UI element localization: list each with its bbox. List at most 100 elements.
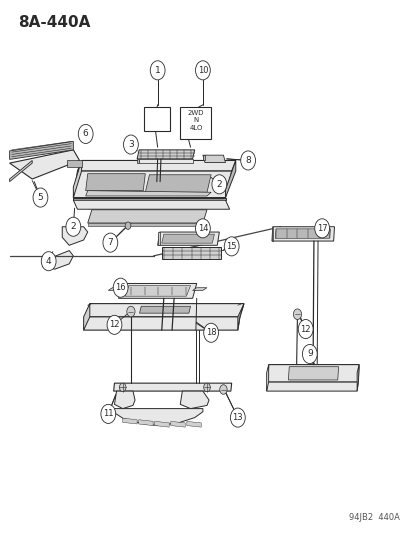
Polygon shape <box>225 160 235 198</box>
Polygon shape <box>144 108 170 131</box>
Polygon shape <box>108 288 122 290</box>
Polygon shape <box>180 108 211 139</box>
Polygon shape <box>88 223 202 225</box>
Circle shape <box>41 252 56 271</box>
Polygon shape <box>73 171 231 198</box>
Polygon shape <box>83 304 90 330</box>
Polygon shape <box>85 304 243 317</box>
Circle shape <box>293 309 301 319</box>
Text: 8: 8 <box>244 156 250 165</box>
Circle shape <box>203 323 218 342</box>
Text: 4LO: 4LO <box>189 125 202 131</box>
Text: 12: 12 <box>300 325 310 334</box>
Polygon shape <box>137 159 139 163</box>
Polygon shape <box>356 365 358 391</box>
Polygon shape <box>77 160 235 171</box>
Polygon shape <box>237 304 243 330</box>
Text: 9: 9 <box>306 350 312 359</box>
Polygon shape <box>154 421 169 427</box>
Polygon shape <box>9 150 79 179</box>
Text: N: N <box>193 117 198 123</box>
Polygon shape <box>43 251 73 269</box>
Polygon shape <box>138 419 153 425</box>
Polygon shape <box>186 421 201 427</box>
Polygon shape <box>137 150 194 159</box>
Circle shape <box>314 219 329 238</box>
Polygon shape <box>145 175 211 192</box>
Polygon shape <box>67 160 81 167</box>
Polygon shape <box>266 365 268 391</box>
Circle shape <box>219 385 227 394</box>
Circle shape <box>211 175 226 194</box>
Polygon shape <box>9 141 73 159</box>
Text: 7: 7 <box>107 238 113 247</box>
Polygon shape <box>288 367 338 380</box>
Polygon shape <box>271 227 334 241</box>
Circle shape <box>150 61 165 80</box>
Circle shape <box>113 278 128 297</box>
Circle shape <box>195 219 210 238</box>
Polygon shape <box>275 229 330 238</box>
Polygon shape <box>267 365 358 382</box>
Polygon shape <box>9 160 32 182</box>
Text: 11: 11 <box>103 409 113 418</box>
Text: 2: 2 <box>216 180 222 189</box>
Text: 5: 5 <box>38 193 43 202</box>
Circle shape <box>66 217 81 236</box>
Text: 15: 15 <box>226 242 236 251</box>
Text: 4: 4 <box>46 257 51 265</box>
Polygon shape <box>139 159 192 163</box>
Text: 12: 12 <box>109 320 119 329</box>
Circle shape <box>119 383 126 392</box>
Polygon shape <box>124 286 190 296</box>
Text: 13: 13 <box>232 413 242 422</box>
Circle shape <box>123 135 138 154</box>
Polygon shape <box>83 317 239 330</box>
Circle shape <box>33 188 48 207</box>
Polygon shape <box>73 198 225 200</box>
Polygon shape <box>202 155 204 160</box>
Text: 2WD: 2WD <box>187 110 204 116</box>
Circle shape <box>101 405 115 423</box>
Text: 1: 1 <box>154 66 160 75</box>
Polygon shape <box>114 383 231 391</box>
Text: 6: 6 <box>83 130 88 139</box>
Text: 3: 3 <box>128 140 133 149</box>
Polygon shape <box>88 210 206 223</box>
Polygon shape <box>161 247 221 259</box>
Circle shape <box>103 233 117 252</box>
Circle shape <box>126 306 135 317</box>
Text: 16: 16 <box>115 283 126 292</box>
Text: 14: 14 <box>197 224 208 233</box>
Text: 2: 2 <box>70 222 76 231</box>
Circle shape <box>78 124 93 143</box>
Polygon shape <box>139 306 190 313</box>
Circle shape <box>301 344 316 364</box>
Circle shape <box>203 383 210 392</box>
Polygon shape <box>118 284 196 298</box>
Polygon shape <box>266 382 358 391</box>
Text: 17: 17 <box>316 224 327 233</box>
Polygon shape <box>157 232 219 245</box>
Polygon shape <box>85 191 211 196</box>
Polygon shape <box>85 174 145 191</box>
Text: 94JB2  440A: 94JB2 440A <box>349 513 399 522</box>
Circle shape <box>240 151 255 170</box>
Polygon shape <box>192 288 206 290</box>
Text: 18: 18 <box>205 328 216 337</box>
Circle shape <box>195 61 210 80</box>
Polygon shape <box>62 227 88 245</box>
Polygon shape <box>157 232 159 245</box>
Circle shape <box>107 316 121 334</box>
Polygon shape <box>114 391 135 409</box>
Polygon shape <box>171 421 185 427</box>
Text: 8A-440A: 8A-440A <box>18 14 90 30</box>
Polygon shape <box>122 418 137 424</box>
Polygon shape <box>73 200 229 209</box>
Circle shape <box>224 237 238 256</box>
Circle shape <box>125 222 131 229</box>
Polygon shape <box>180 391 209 409</box>
Polygon shape <box>161 234 214 243</box>
Polygon shape <box>271 227 272 241</box>
Circle shape <box>230 408 244 427</box>
